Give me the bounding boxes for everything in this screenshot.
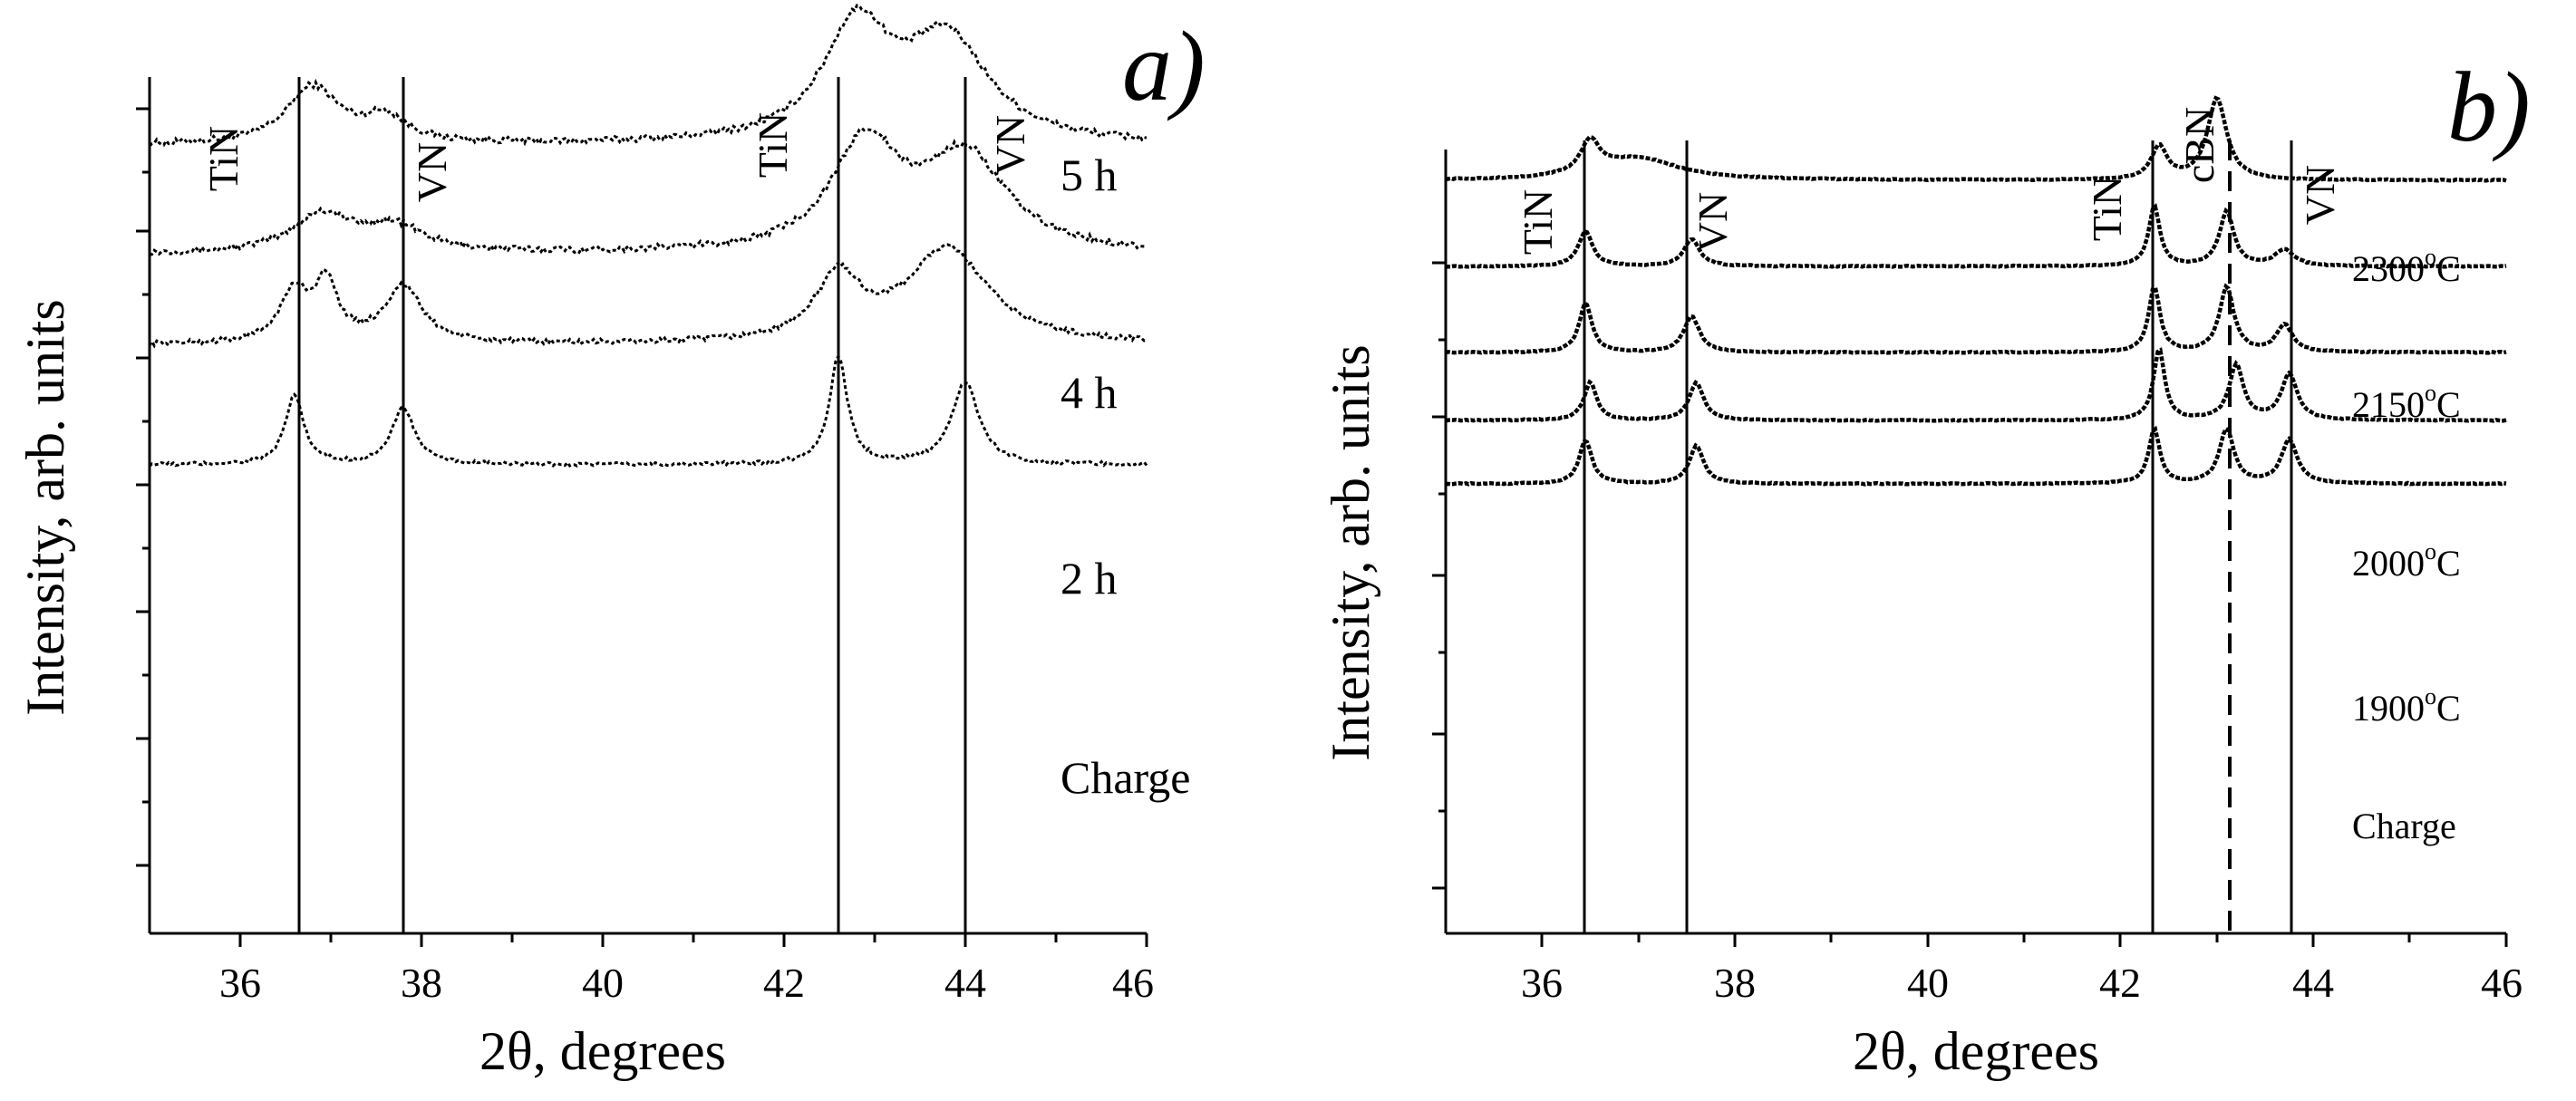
panel-b-x-tick-labels: 36 38 40 42 44 46 bbox=[1521, 960, 2523, 1006]
panel-a-tick-label: 42 bbox=[763, 960, 805, 1006]
panel-b-tick-label: 36 bbox=[1521, 960, 1563, 1006]
panel-b-y-axis-title: Intensity, arb. units bbox=[1321, 344, 1380, 760]
panel-a-series-labels: 5 h 4 h 2 h Charge bbox=[1060, 150, 1190, 803]
series-trace-2-h bbox=[148, 243, 1148, 349]
panel-b-tick-label: 38 bbox=[1714, 960, 1756, 1006]
panel-b-tick-label: 44 bbox=[2292, 960, 2334, 1006]
panel-a-x-axis-title: 2θ, degrees bbox=[479, 1021, 726, 1081]
panel-a-phase-label-vn: VN bbox=[409, 142, 455, 202]
panel-b-ref-lines bbox=[1583, 140, 2293, 933]
series-trace-1900 bbox=[1445, 347, 2507, 423]
panel-b-phase-label-tin: TiN bbox=[2084, 176, 2130, 241]
panel-a-phase-label-vn: VN bbox=[987, 115, 1033, 175]
panel-a-tick-label: 36 bbox=[219, 960, 261, 1006]
series-trace-2000 bbox=[1445, 283, 2507, 355]
panel-a-traces bbox=[148, 4, 1148, 468]
panel-a-tick-label: 38 bbox=[401, 960, 442, 1006]
panel-a-x-tick-labels: 36 38 40 42 44 46 bbox=[219, 960, 1154, 1006]
panel-b-series-label-2300: 2300oC bbox=[2352, 244, 2461, 289]
series-trace-2300 bbox=[1445, 95, 2507, 183]
panel-a-tick-label: 40 bbox=[582, 960, 624, 1006]
series-trace-2150 bbox=[1445, 202, 2507, 269]
panel-a-phase-labels: TiN VN TiN VN bbox=[200, 112, 1033, 202]
series-trace-4-h bbox=[149, 126, 1148, 256]
panel-a-tick-label: 44 bbox=[944, 960, 986, 1006]
panel-b-phase-labels: TiN VN TiN cBN VN bbox=[1515, 107, 2343, 255]
panel-a-label: a) bbox=[1122, 11, 1206, 121]
panel-b-tick-label: 42 bbox=[2099, 960, 2141, 1006]
panel-a: a) bbox=[15, 4, 1206, 1081]
panel-b-tick-label: 46 bbox=[2481, 960, 2523, 1006]
series-trace-charge bbox=[148, 354, 1148, 468]
panel-b-traces bbox=[1445, 95, 2507, 487]
panel-a-phase-label-tin: TiN bbox=[750, 112, 796, 178]
panel-b-x-ticks bbox=[1540, 933, 2508, 947]
panel-b-series-label-1900: 1900oC bbox=[2352, 683, 2461, 729]
panel-a-y-axis-title: Intensity, arb. units bbox=[15, 299, 75, 715]
panel-a-y-ticks bbox=[136, 107, 150, 867]
panel-b-label: b) bbox=[2447, 52, 2531, 162]
panel-b-tick-label: 40 bbox=[1907, 960, 1949, 1006]
panel-a-series-label-4h: 4 h bbox=[1060, 367, 1118, 418]
panel-a-series-label-charge: Charge bbox=[1060, 752, 1190, 803]
panel-b-series-label-charge: Charge bbox=[2352, 806, 2456, 846]
panel-b-series-label-2000: 2000oC bbox=[2352, 538, 2461, 584]
panel-a-series-label-2h: 2 h bbox=[1060, 553, 1118, 604]
panel-b-y-ticks bbox=[1432, 261, 1446, 890]
panel-a-tick-label: 46 bbox=[1112, 960, 1154, 1006]
panel-b-phase-label-tin: TiN bbox=[1515, 189, 1561, 255]
panel-a-x-ticks bbox=[238, 933, 1148, 947]
series-trace-5-h bbox=[149, 4, 1148, 148]
panel-b-x-axis-title: 2θ, degrees bbox=[1853, 1021, 2099, 1081]
panel-b: b) 36 38 bbox=[1321, 52, 2531, 1081]
panel-a-ref-lines bbox=[297, 77, 967, 933]
panel-b-series-labels: 2300oC 2150oC 2000oC 1900oC Charge bbox=[2352, 244, 2461, 846]
panel-b-phase-label-vn: VN bbox=[2297, 165, 2343, 225]
panel-a-series-label-5h: 5 h bbox=[1060, 150, 1118, 200]
series-trace-charge bbox=[1445, 425, 2507, 487]
panel-b-phase-label-cbn: cBN bbox=[2176, 107, 2223, 183]
